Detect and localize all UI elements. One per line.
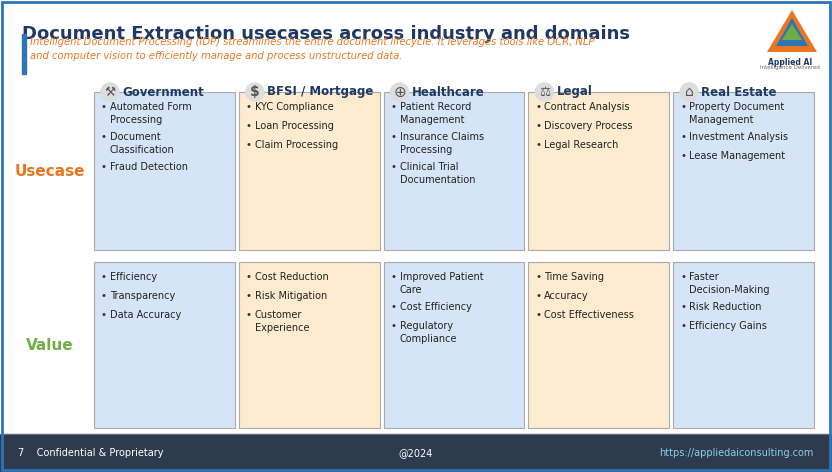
FancyBboxPatch shape: [94, 92, 235, 250]
Text: •: •: [681, 102, 686, 112]
Polygon shape: [782, 24, 802, 40]
Text: •: •: [390, 321, 397, 331]
Bar: [0, 434, 832, 472]
Text: Lease Management: Lease Management: [689, 151, 785, 161]
Text: Intelligence Delivered: Intelligence Delivered: [760, 65, 820, 70]
Text: Data Accuracy: Data Accuracy: [110, 310, 181, 320]
Polygon shape: [767, 10, 817, 52]
FancyBboxPatch shape: [94, 262, 235, 428]
Circle shape: [390, 83, 409, 101]
Text: Transparency: Transparency: [110, 291, 176, 301]
Text: •: •: [101, 162, 107, 172]
Text: •: •: [536, 291, 542, 301]
Text: Real Estate: Real Estate: [701, 85, 777, 99]
Text: •: •: [681, 302, 686, 312]
Text: Risk Reduction: Risk Reduction: [689, 302, 762, 312]
Text: Patient Record
Management: Patient Record Management: [399, 102, 471, 125]
Text: @2024: @2024: [399, 448, 433, 458]
Text: Healthcare: Healthcare: [412, 85, 484, 99]
Text: Faster
Decision-Making: Faster Decision-Making: [689, 272, 770, 295]
Text: •: •: [390, 102, 397, 112]
Text: Legal: Legal: [557, 85, 592, 99]
Text: Cost Efficiency: Cost Efficiency: [399, 302, 472, 312]
Text: Claim Processing: Claim Processing: [255, 140, 338, 150]
Bar: [22, 34, 26, 74]
Text: Investment Analysis: Investment Analysis: [689, 132, 788, 142]
Text: •: •: [101, 291, 107, 301]
Text: •: •: [681, 272, 686, 282]
Text: Automated Form
Processing: Automated Form Processing: [110, 102, 191, 125]
Circle shape: [536, 83, 553, 101]
Text: •: •: [390, 132, 397, 142]
Circle shape: [681, 83, 698, 101]
Text: Legal Research: Legal Research: [544, 140, 619, 150]
Circle shape: [245, 83, 264, 101]
Text: $: $: [250, 85, 260, 99]
Text: ⊕: ⊕: [394, 84, 406, 100]
Text: •: •: [536, 102, 542, 112]
Text: Clinical Trial
Documentation: Clinical Trial Documentation: [399, 162, 475, 185]
FancyBboxPatch shape: [528, 262, 669, 428]
Text: Applied AI: Applied AI: [768, 58, 812, 67]
Text: •: •: [536, 121, 542, 131]
Text: Contract Analysis: Contract Analysis: [544, 102, 630, 112]
Text: Customer
Experience: Customer Experience: [255, 310, 310, 333]
FancyBboxPatch shape: [384, 92, 524, 250]
Text: Cost Effectiveness: Cost Effectiveness: [544, 310, 634, 320]
Text: Value: Value: [26, 337, 74, 353]
Text: 7    Confidential & Proprietary: 7 Confidential & Proprietary: [18, 448, 164, 458]
FancyBboxPatch shape: [673, 262, 814, 428]
Text: •: •: [245, 140, 252, 150]
Text: •: •: [245, 102, 252, 112]
FancyBboxPatch shape: [528, 92, 669, 250]
Text: •: •: [390, 162, 397, 172]
FancyBboxPatch shape: [384, 262, 524, 428]
Polygon shape: [776, 18, 808, 46]
Text: •: •: [536, 140, 542, 150]
Text: Fraud Detection: Fraud Detection: [110, 162, 188, 172]
Text: Improved Patient
Care: Improved Patient Care: [399, 272, 483, 295]
Text: KYC Compliance: KYC Compliance: [255, 102, 334, 112]
Text: Usecase: Usecase: [15, 163, 85, 178]
FancyBboxPatch shape: [239, 262, 379, 428]
Text: ⌂: ⌂: [685, 85, 694, 99]
Text: Risk Mitigation: Risk Mitigation: [255, 291, 327, 301]
Text: •: •: [681, 321, 686, 331]
Text: Intelligent Document Processing (IDP) streamlines the entire document lifecycle.: Intelligent Document Processing (IDP) st…: [30, 37, 595, 61]
Text: Insurance Claims
Processing: Insurance Claims Processing: [399, 132, 483, 155]
Text: •: •: [245, 291, 252, 301]
Text: ⚒: ⚒: [104, 85, 116, 99]
Text: •: •: [681, 132, 686, 142]
Text: Efficiency Gains: Efficiency Gains: [689, 321, 767, 331]
Text: •: •: [536, 272, 542, 282]
Text: •: •: [536, 310, 542, 320]
Text: Document Extraction usecases across industry and domains: Document Extraction usecases across indu…: [22, 25, 630, 43]
Text: •: •: [681, 151, 686, 161]
Circle shape: [101, 83, 119, 101]
Text: ⚖: ⚖: [539, 85, 550, 99]
FancyBboxPatch shape: [673, 92, 814, 250]
Text: Government: Government: [122, 85, 204, 99]
Text: •: •: [101, 102, 107, 112]
Text: Regulatory
Compliance: Regulatory Compliance: [399, 321, 457, 344]
Text: Time Saving: Time Saving: [544, 272, 604, 282]
Text: Cost Reduction: Cost Reduction: [255, 272, 329, 282]
Text: Document
Classification: Document Classification: [110, 132, 175, 155]
Text: Efficiency: Efficiency: [110, 272, 157, 282]
FancyBboxPatch shape: [239, 92, 379, 250]
Text: Accuracy: Accuracy: [544, 291, 589, 301]
Text: •: •: [245, 310, 252, 320]
Text: •: •: [101, 272, 107, 282]
Text: Loan Processing: Loan Processing: [255, 121, 334, 131]
Text: •: •: [101, 132, 107, 142]
Text: •: •: [390, 302, 397, 312]
Text: •: •: [245, 272, 252, 282]
Text: Discovery Process: Discovery Process: [544, 121, 633, 131]
Text: https://appliedaiconsulting.com: https://appliedaiconsulting.com: [660, 448, 814, 458]
Text: Property Document
Management: Property Document Management: [689, 102, 785, 125]
Text: BFSI / Mortgage: BFSI / Mortgage: [267, 85, 374, 99]
Text: •: •: [101, 310, 107, 320]
Text: •: •: [245, 121, 252, 131]
Text: •: •: [390, 272, 397, 282]
